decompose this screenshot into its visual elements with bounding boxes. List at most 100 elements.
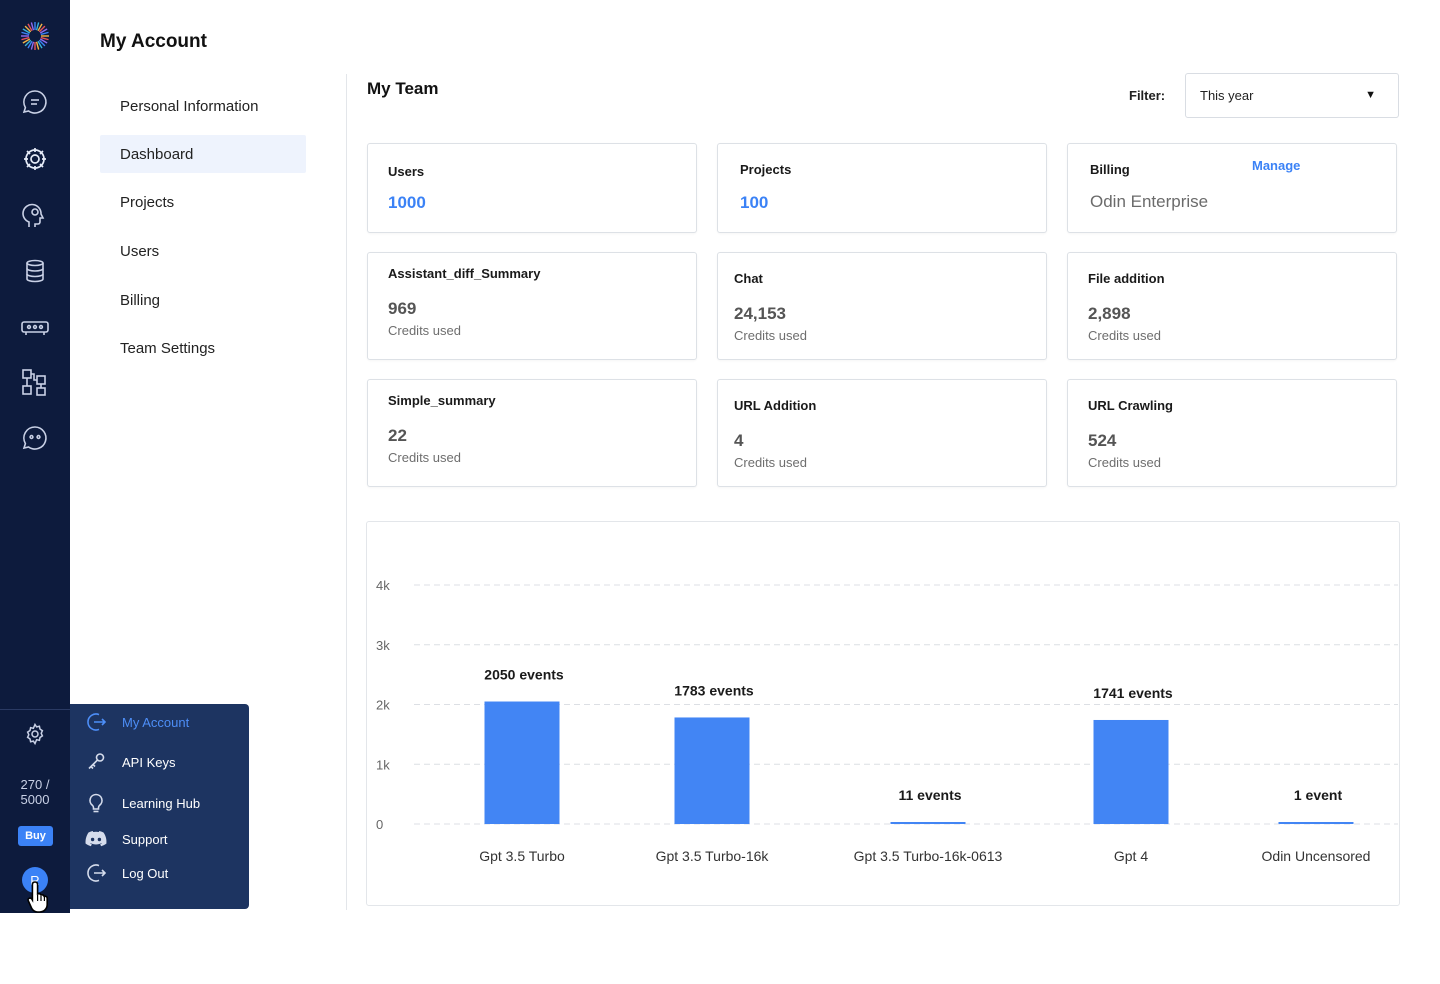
manage-billing-link[interactable]: Manage: [1252, 158, 1301, 173]
server-icon[interactable]: [19, 312, 51, 344]
ai-head-icon[interactable]: [19, 199, 51, 231]
logout-icon: [82, 862, 110, 884]
x-tick-label: Gpt 4: [1114, 848, 1148, 864]
chart-bar: [890, 822, 966, 824]
key-icon: [82, 751, 110, 773]
menu-item-log-out[interactable]: Log Out: [82, 861, 168, 885]
y-tick-label: 0: [376, 817, 383, 832]
subnav-item-users[interactable]: Users: [120, 242, 160, 260]
subnav-item-billing[interactable]: Billing: [120, 291, 161, 309]
credit-card-title: Chat: [734, 271, 763, 286]
credit-card-title: URL Crawling: [1088, 398, 1173, 413]
credit-card: Chat 24,153 Credits used: [717, 252, 1047, 360]
credit-card-value: 2,898: [1088, 304, 1131, 323]
credit-card-value: 22: [388, 426, 407, 445]
user-menu: My Account API Keys Learning Hub Support: [70, 704, 249, 909]
usage-bar-chart: 0 1k 2k 3k 4k 2050 events Gpt 3.5 Turbo 1783 ev…: [376, 578, 1398, 864]
card-title: Users: [388, 164, 425, 179]
credit-card-subtitle: Credits used: [734, 328, 807, 343]
y-tick-label: 3k: [376, 638, 390, 653]
filter-value: This year: [1200, 88, 1254, 103]
card-value: 1000: [388, 193, 426, 212]
bar-data-label: 1 event: [1294, 787, 1343, 803]
y-tick-label: 4k: [376, 578, 390, 593]
content-divider: [346, 74, 347, 910]
settings-icon[interactable]: [23, 722, 47, 746]
flow-icon[interactable]: [19, 366, 51, 398]
credit-card: URL Crawling 524 Credits used: [1067, 379, 1397, 487]
chat-icon[interactable]: [19, 86, 51, 118]
app-rail: 270 / 5000 Buy R: [0, 0, 70, 913]
bar-data-label: 1783 events: [674, 682, 754, 698]
odin-logo[interactable]: [19, 20, 51, 52]
card-value: Odin Enterprise: [1090, 192, 1209, 211]
usage-chart-panel: [366, 521, 1400, 906]
credits-used: 270 /: [20, 777, 50, 792]
x-tick-label: Gpt 3.5 Turbo-16k-0613: [854, 848, 1003, 864]
chart-bar: [1093, 719, 1169, 824]
credit-card-title: URL Addition: [734, 398, 817, 413]
credit-card: File addition 2,898 Credits used: [1067, 252, 1397, 360]
menu-item-label: Learning Hub: [122, 795, 201, 811]
buy-button[interactable]: Buy: [18, 826, 53, 846]
subnav-item-team-settings[interactable]: Team Settings: [120, 339, 216, 357]
bot-chat-icon[interactable]: [19, 422, 51, 454]
card-title: Projects: [740, 162, 792, 177]
menu-item-learning-hub[interactable]: Learning Hub: [82, 791, 200, 815]
credits-total: 5000: [20, 792, 50, 807]
x-tick-label: Gpt 3.5 Turbo-16k: [656, 848, 770, 864]
users-card: Users 1000: [367, 143, 697, 233]
subnav-item-personal-information[interactable]: Personal Information: [120, 97, 259, 115]
y-tick-label: 1k: [376, 757, 390, 772]
bar-data-label: 2050 events: [484, 667, 564, 683]
menu-item-my-account[interactable]: My Account: [82, 710, 189, 734]
page-title: My Account: [100, 31, 207, 52]
credit-card-value: 524: [1088, 431, 1117, 450]
menu-item-support[interactable]: Support: [82, 827, 168, 851]
credit-card-subtitle: Credits used: [1088, 328, 1161, 343]
projects-card: Projects 100: [717, 143, 1047, 233]
credit-card: Assistant_diff_Summary 969 Credits used: [367, 252, 697, 360]
section-title: My Team: [367, 79, 439, 98]
card-value: 100: [740, 193, 769, 212]
database-icon[interactable]: [19, 255, 51, 287]
menu-item-label: API Keys: [122, 754, 176, 770]
menu-item-label: My Account: [122, 714, 190, 730]
credit-card-value: 969: [388, 299, 417, 318]
filter-label: Filter:: [1129, 88, 1166, 103]
credit-card-title: Assistant_diff_Summary: [388, 266, 541, 281]
menu-item-label: Support: [122, 831, 168, 847]
x-tick-label: Odin Uncensored: [1262, 848, 1371, 864]
subnav-item-projects[interactable]: Projects: [120, 193, 175, 211]
credit-card-value: 24,153: [734, 304, 786, 323]
avatar[interactable]: R: [22, 867, 48, 893]
credit-card-subtitle: Credits used: [388, 323, 461, 338]
credit-card-subtitle: Credits used: [734, 455, 807, 470]
menu-item-label: Log Out: [122, 865, 169, 881]
credit-card: Simple_summary 22 Credits used: [367, 379, 697, 487]
x-tick-label: Gpt 3.5 Turbo: [479, 848, 565, 864]
filter-dropdown[interactable]: This year ▼: [1185, 73, 1399, 118]
credit-card-value: 4: [734, 431, 744, 450]
billing-card: Billing Manage Odin Enterprise: [1067, 143, 1397, 233]
integrations-icon[interactable]: [19, 143, 51, 175]
bar-data-label: 11 events: [898, 787, 961, 803]
chart-bar: [1278, 822, 1354, 824]
caret-down-icon: ▼: [1365, 89, 1376, 101]
lightbulb-icon: [82, 792, 110, 814]
credit-card-subtitle: Credits used: [388, 450, 461, 465]
credit-card-title: File addition: [1088, 271, 1165, 286]
credit-card-subtitle: Credits used: [1088, 455, 1161, 470]
discord-icon: [82, 828, 110, 850]
chart-bar: [484, 701, 560, 824]
account-arrow-icon: [82, 711, 110, 733]
bar-data-label: 1741 events: [1093, 685, 1173, 701]
y-tick-label: 2k: [376, 698, 390, 713]
credit-card: URL Addition 4 Credits used: [717, 379, 1047, 487]
chart-bar: [674, 717, 750, 824]
subnav-item-dashboard[interactable]: Dashboard: [100, 135, 306, 173]
credit-card-title: Simple_summary: [388, 393, 496, 408]
rail-divider: [0, 709, 70, 710]
credits-counter: 270 / 5000: [0, 777, 70, 807]
menu-item-api-keys[interactable]: API Keys: [82, 750, 175, 774]
